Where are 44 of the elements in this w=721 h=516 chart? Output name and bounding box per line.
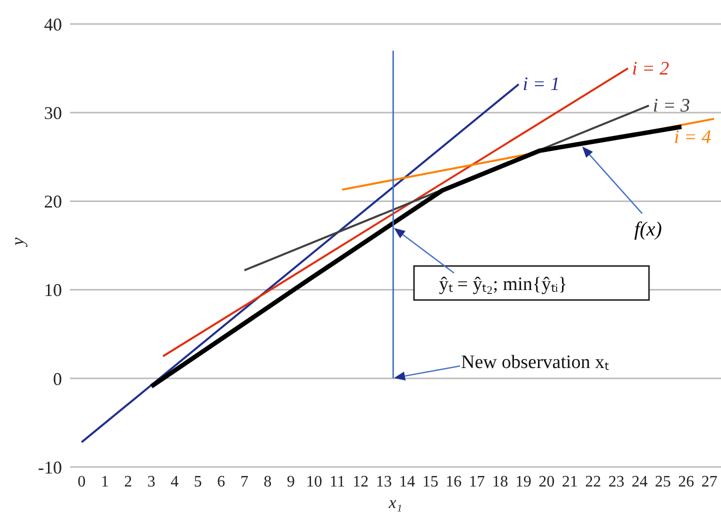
x-axis-title: x₁ <box>388 493 402 512</box>
y-tick-label: 30 <box>44 102 62 123</box>
x-tick-label: 11 <box>330 473 346 490</box>
x-tick-label: 18 <box>492 473 508 490</box>
x-tick-label: 24 <box>632 473 648 490</box>
y-tick-label: 40 <box>44 14 62 34</box>
x-tick-label: 20 <box>538 473 555 490</box>
y-tick-label: 10 <box>44 280 62 300</box>
annotation: ŷₜ = ŷₜ₂; min{ŷₜᵢ} <box>439 274 568 295</box>
x-tick-label: 19 <box>515 473 532 490</box>
x-tick-label: 10 <box>306 473 322 490</box>
x-tick-label: 7 <box>240 473 248 490</box>
x-tick-label: 26 <box>678 473 694 490</box>
x-tick-label: 3 <box>147 473 156 490</box>
y-tick-label: 0 <box>53 368 62 389</box>
annotation: New observation xₜ <box>461 352 610 373</box>
x-tick-label: 2 <box>124 473 132 490</box>
x-tick-label: 15 <box>422 473 438 490</box>
line-series <box>149 124 684 389</box>
series-label: i = 1 <box>522 74 560 96</box>
x-tick-label: 25 <box>654 473 671 490</box>
y-axis-title: y <box>7 238 28 248</box>
text: f(x) <box>634 218 662 241</box>
x-tick-label: 12 <box>352 473 369 490</box>
x-tick-label: 6 <box>217 473 226 490</box>
x-tick-label: 22 <box>585 473 602 490</box>
x-tick-label: 17 <box>468 473 485 490</box>
x-tick-label: 9 <box>286 473 295 490</box>
x-tick-label: 21 <box>562 473 578 490</box>
x-tick-label: 14 <box>399 473 416 490</box>
x-tick-label: 4 <box>170 473 179 490</box>
series-label: i = 4 <box>674 126 712 148</box>
x-tick-label: 8 <box>264 473 272 490</box>
x-tick-label: 16 <box>446 473 462 490</box>
x-tick-label: 1 <box>100 473 109 490</box>
x-tick-label: 27 <box>701 473 718 490</box>
y-tick-label: 20 <box>44 192 62 212</box>
x-tick-label: 5 <box>194 473 202 490</box>
series-label: i = 2 <box>632 58 670 80</box>
y-tick-label: -10 <box>38 457 62 478</box>
x-tick-label: 23 <box>608 473 624 490</box>
series-label: i = 3 <box>652 96 690 117</box>
x-tick-label: 0 <box>78 473 86 490</box>
x-tick-label: 13 <box>376 473 392 490</box>
